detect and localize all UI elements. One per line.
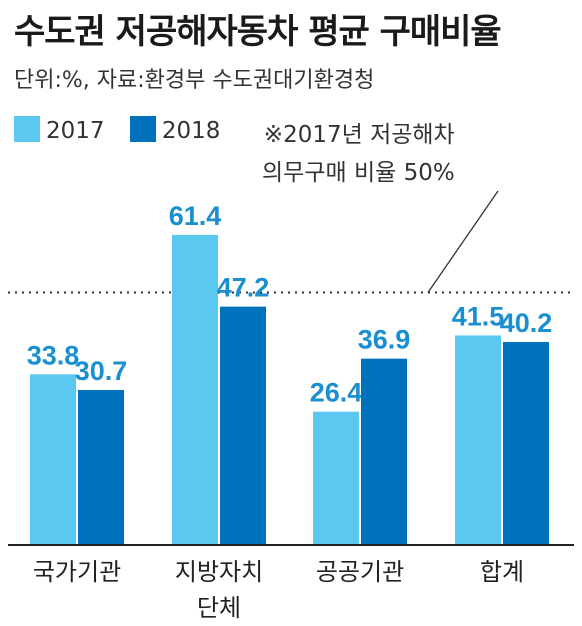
reference-note-leader (427, 190, 499, 293)
category-label-1: 지방자치 단체 (175, 558, 263, 622)
data-label-2018-1: 47.2 (217, 273, 270, 303)
legend-swatch-2018 (129, 116, 156, 142)
data-label-2018-3: 40.2 (500, 308, 553, 338)
category-label-3: 합계 (480, 558, 524, 586)
bar-2018-2 (361, 358, 407, 545)
reference-note: ※2017년 저공해차 의무구매 비율 50% (262, 116, 455, 192)
data-label-2017-2: 26.4 (310, 378, 363, 408)
bar-2017-3 (455, 335, 501, 545)
legend-item-2018: 2018 (129, 116, 221, 144)
category-label-0: 국가기관 (33, 558, 121, 586)
data-label-2017-1: 61.4 (169, 201, 222, 231)
reference-note-line2: 의무구매 비율 50% (262, 160, 455, 186)
data-label-2017-3: 41.5 (452, 301, 505, 331)
category-label-2: 공공기관 (316, 558, 404, 586)
legend: 2017 2018 (14, 116, 238, 144)
bar-2018-0 (78, 389, 124, 545)
bar-2018-3 (503, 341, 549, 545)
legend-item-2017: 2017 (14, 116, 105, 144)
bar-2018-1 (220, 306, 266, 545)
bar-2017-0 (30, 374, 76, 545)
chart-subtitle: 단위:%, 자료:환경부 수도권대기환경청 (14, 68, 375, 93)
data-label-2018-2: 36.9 (358, 325, 411, 355)
legend-label-2018: 2018 (161, 118, 221, 144)
data-label-2018-0: 30.7 (75, 356, 128, 386)
data-label-2017-0: 33.8 (27, 340, 80, 370)
chart-title: 수도권 저공해자동차 평균 구매비율 (14, 12, 502, 52)
bar-2017-1 (172, 234, 218, 545)
legend-label-2017: 2017 (46, 118, 105, 144)
reference-note-line1: ※2017년 저공해차 (263, 122, 455, 148)
bar-2017-2 (313, 411, 359, 545)
legend-swatch-2017 (14, 116, 40, 142)
